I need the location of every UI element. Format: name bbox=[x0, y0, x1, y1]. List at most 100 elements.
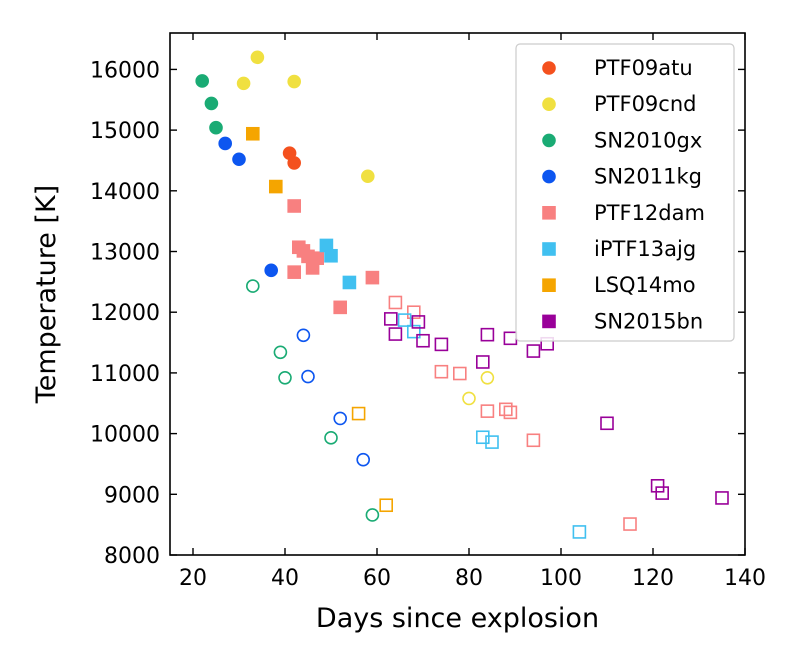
data-point-filled bbox=[218, 136, 232, 151]
data-point-filled bbox=[204, 96, 219, 111]
data-point-filled bbox=[324, 248, 338, 263]
data-point-open bbox=[475, 355, 490, 369]
y-tick-label: 14000 bbox=[90, 180, 160, 205]
data-point-open bbox=[324, 431, 338, 445]
x-tick-label: 120 bbox=[632, 566, 674, 591]
series-sn2010gx bbox=[195, 74, 380, 522]
data-point-filled bbox=[246, 126, 260, 141]
y-tick-label: 8000 bbox=[104, 544, 160, 569]
legend-item: PTF09atu bbox=[542, 56, 693, 80]
data-point-open bbox=[434, 337, 449, 352]
legend-label: PTF09atu bbox=[594, 56, 693, 80]
series-ptf09atu bbox=[282, 146, 302, 170]
legend-marker bbox=[542, 206, 556, 220]
data-point-open bbox=[600, 416, 614, 431]
data-point-filled bbox=[195, 74, 209, 88]
legend-item: PTF12dam bbox=[542, 201, 705, 225]
y-tick-label: 13000 bbox=[90, 241, 160, 266]
data-point-open bbox=[485, 435, 499, 449]
data-point-open bbox=[462, 391, 476, 406]
x-axis-label: Days since explosion bbox=[316, 603, 599, 634]
data-point-filled bbox=[287, 156, 302, 170]
legend-marker bbox=[542, 133, 556, 148]
series-ptf12dam bbox=[287, 199, 637, 531]
data-point-filled bbox=[342, 275, 357, 290]
y-tick-label: 9000 bbox=[104, 483, 160, 508]
legend-marker bbox=[542, 242, 556, 256]
legend-item: SN2010gx bbox=[542, 128, 702, 152]
y-tick-label: 10000 bbox=[90, 423, 160, 448]
series-iptf13ajg bbox=[319, 238, 587, 539]
legend-box bbox=[515, 43, 735, 342]
data-point-filled bbox=[287, 74, 302, 89]
data-point-filled bbox=[333, 300, 348, 315]
data-point-filled bbox=[232, 152, 246, 167]
x-tick-labels: 20 40 60 80 100 120 140 bbox=[179, 566, 766, 591]
data-point-open bbox=[406, 305, 421, 320]
data-point-open bbox=[356, 452, 371, 467]
legend-item: iPTF13ajg bbox=[542, 237, 696, 261]
data-point-open bbox=[623, 517, 637, 531]
legend-label: PTF09cnd bbox=[594, 92, 696, 116]
data-point-open bbox=[278, 370, 292, 385]
data-point-open bbox=[572, 525, 587, 539]
plot-frame bbox=[169, 32, 746, 556]
data-point-filled bbox=[305, 261, 320, 275]
series-lsq14mo bbox=[246, 126, 394, 513]
legend-item: SN2015bn bbox=[542, 309, 703, 333]
data-point-open bbox=[452, 366, 467, 381]
data-point-open bbox=[480, 370, 495, 385]
data-point-open bbox=[406, 324, 421, 339]
legend-label: SN2015bn bbox=[594, 309, 703, 333]
data-point-open bbox=[333, 411, 348, 426]
data-point-open bbox=[480, 327, 495, 342]
data-point-open bbox=[365, 508, 380, 522]
data-point-open bbox=[273, 345, 288, 360]
data-point-open bbox=[351, 406, 366, 421]
legend-item: SN2011kg bbox=[542, 165, 702, 189]
data-point-filled bbox=[287, 265, 302, 279]
x-tick-label: 140 bbox=[724, 566, 766, 591]
data-point-open bbox=[526, 344, 541, 358]
data-point-open bbox=[715, 491, 729, 505]
data-point-open bbox=[526, 433, 541, 448]
data-point-open bbox=[650, 479, 665, 493]
data-point-open bbox=[301, 369, 315, 384]
data-point-filled bbox=[268, 179, 283, 194]
legend-marker bbox=[542, 169, 556, 184]
data-point-filled bbox=[287, 199, 302, 213]
data-point-filled bbox=[360, 169, 375, 184]
y-tick-label: 11000 bbox=[90, 362, 160, 387]
data-point-open bbox=[388, 327, 403, 341]
data-point-open bbox=[397, 313, 412, 327]
legend-marker bbox=[542, 278, 556, 293]
series-sn2011kg bbox=[218, 136, 371, 467]
y-tick-labels: 8000 9000 10000 11000 12000 13000 14000 15000 16… bbox=[90, 58, 160, 569]
legend-marker bbox=[542, 61, 556, 75]
legend-label: iPTF13ajg bbox=[594, 237, 696, 261]
y-tick-label: 16000 bbox=[90, 58, 160, 83]
legend: PTF09atu PTF09cnd SN2010gx SN2011kg PTF12dam… bbox=[515, 43, 735, 342]
data-point-open bbox=[480, 404, 495, 418]
data-point-filled bbox=[209, 120, 223, 135]
data-point-open bbox=[655, 486, 670, 500]
data-point-open bbox=[411, 315, 426, 329]
data-point-filled bbox=[365, 270, 380, 285]
data-point-filled bbox=[250, 50, 265, 65]
legend-item: PTF09cnd bbox=[542, 92, 696, 116]
data-point-open bbox=[475, 430, 490, 445]
data-point-open bbox=[296, 328, 311, 343]
x-tick-label: 40 bbox=[271, 566, 299, 591]
y-tick-label: 15000 bbox=[90, 119, 160, 144]
data-point-open bbox=[503, 405, 518, 420]
data-point-open bbox=[416, 333, 430, 348]
x-tick-label: 60 bbox=[363, 566, 391, 591]
data-point-open bbox=[383, 312, 398, 326]
legend-marker bbox=[542, 314, 556, 329]
data-point-open bbox=[434, 364, 449, 379]
legend-marker bbox=[542, 97, 556, 111]
data-point-open bbox=[388, 295, 403, 310]
data-point-open bbox=[379, 498, 394, 513]
data-point-open bbox=[498, 402, 513, 417]
